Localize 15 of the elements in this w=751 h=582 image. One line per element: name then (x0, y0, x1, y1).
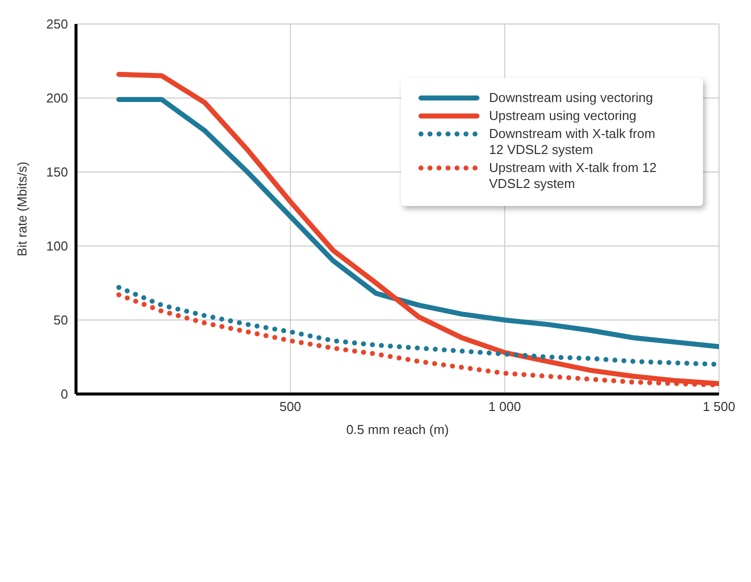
x-axis-title: 0.5 mm reach (m) (346, 422, 449, 437)
y-tick-label: 50 (54, 312, 68, 328)
x-tick-label: 1 000 (488, 399, 521, 414)
y-tick-label: 200 (46, 90, 68, 106)
legend-label: Upstream using vectoring (489, 108, 638, 124)
x-tick-label: 1 500 (702, 399, 736, 414)
x-tick-label: 500 (279, 399, 302, 414)
legend-label: Downstream with X-talk from 12 VDSL2 system (489, 126, 656, 158)
legend-label: Upstream with X-talk from 12 VDSL2 system (489, 160, 658, 192)
y-tick-label: 250 (46, 16, 68, 32)
legend-label: Downstream using vectoring (489, 90, 654, 106)
y-axis-title: Bit rate (Mbits/s) (14, 162, 30, 256)
y-tick-label: 0 (60, 386, 68, 402)
y-tick-label: 100 (46, 238, 68, 254)
y-tick-label: 150 (46, 164, 68, 180)
